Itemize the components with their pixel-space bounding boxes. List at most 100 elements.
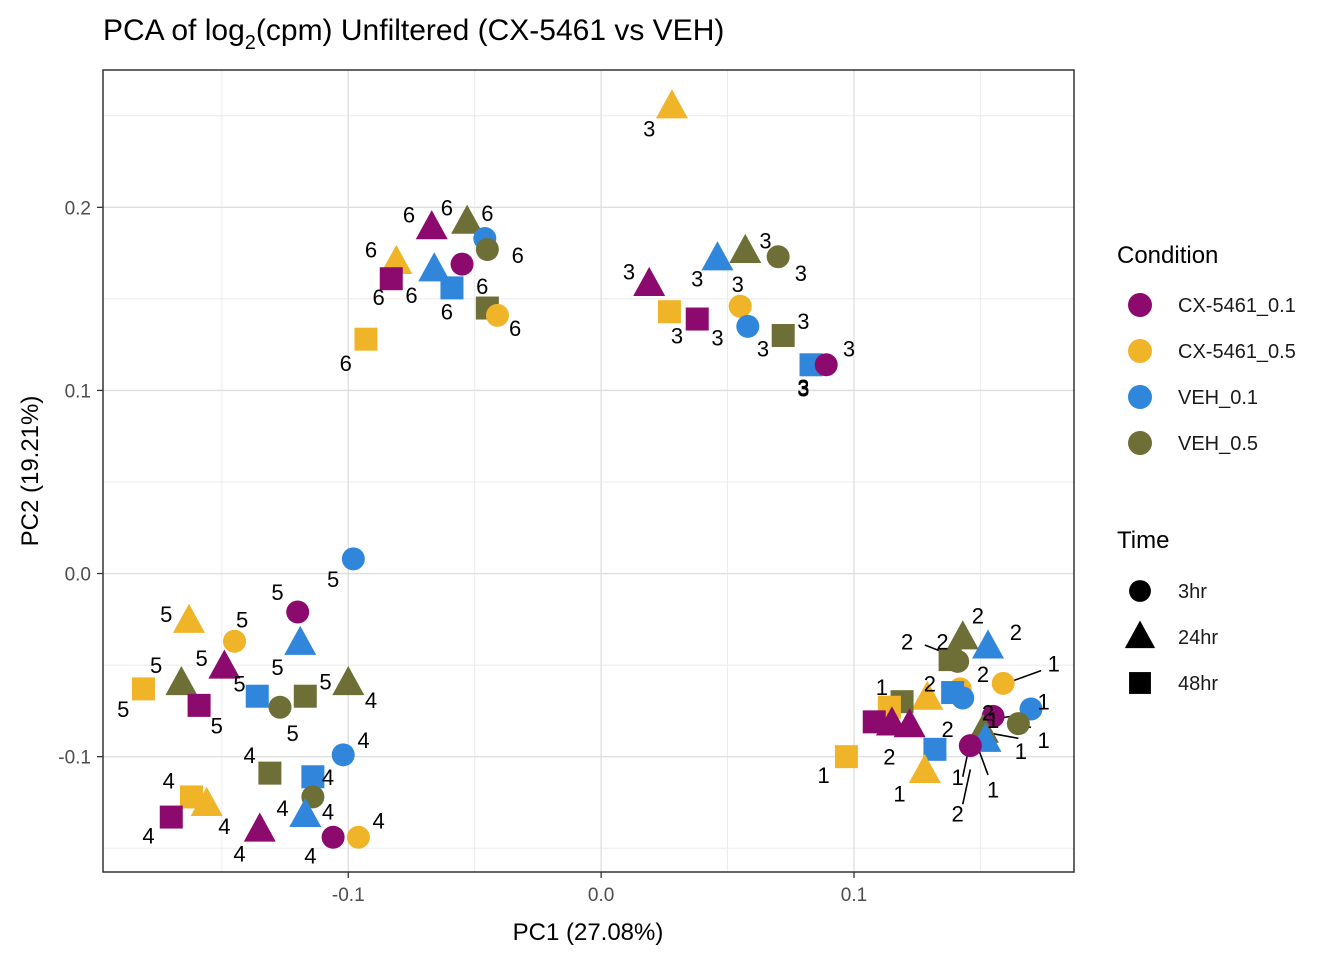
data-point: [440, 276, 464, 300]
point-label: 6: [441, 195, 453, 220]
data-point: [728, 294, 752, 318]
point-label: 1: [1038, 728, 1050, 753]
point-label: 4: [304, 844, 316, 869]
y-tick-label: 0.1: [65, 381, 91, 402]
point-label: 3: [843, 336, 855, 361]
data-point: [301, 765, 325, 789]
point-label: 2: [883, 745, 895, 770]
data-point: [1006, 712, 1030, 736]
data-point: [657, 300, 681, 324]
data-point: [222, 629, 246, 653]
data-point: [834, 745, 858, 769]
label-connector: [961, 752, 969, 777]
data-point: [685, 307, 709, 331]
legend-time-label: 48hr: [1178, 673, 1218, 695]
legend-condition-label: VEH_0.5: [1178, 433, 1258, 455]
data-point: [332, 666, 365, 696]
point-label: 2: [952, 801, 964, 826]
data-point: [346, 825, 370, 849]
legend-time-swatch: [1129, 580, 1151, 602]
point-label: 5: [287, 721, 299, 746]
data-point: [284, 625, 317, 655]
x-tick-label: 0.1: [841, 885, 867, 906]
point-label: 2: [901, 629, 913, 654]
point-label: 5: [211, 714, 223, 739]
data-point: [208, 649, 241, 679]
data-point: [187, 693, 211, 717]
data-point: [450, 252, 474, 276]
point-label: 5: [117, 697, 129, 722]
point-label: 4: [218, 814, 230, 839]
y-tick-label: 0.2: [65, 198, 91, 219]
data-point: [165, 666, 198, 696]
chart-title: PCA of log2(cpm) Unfiltered (CX-5461 vs …: [103, 14, 724, 54]
point-label: 1: [987, 778, 999, 803]
data-point: [951, 686, 975, 710]
point-label: 2: [977, 662, 989, 687]
data-point: [771, 324, 795, 348]
point-label: 6: [372, 285, 384, 310]
point-label: 3: [643, 117, 655, 142]
point-label: 5: [271, 655, 283, 680]
point-label: 3: [732, 272, 744, 297]
y-axis-title: PC2 (19.21%): [17, 396, 44, 547]
legend-time-label: 3hr: [1178, 581, 1207, 603]
legend-time-title: Time: [1117, 527, 1169, 554]
legend-conditions: CX-5461_0.1 CX-5461_0.5 VEH_0.1 VEH_0.5: [1128, 293, 1296, 455]
legend: Condition CX-5461_0.1 CX-5461_0.5 VEH_0.1 V…: [1117, 242, 1296, 695]
legend-condition-swatch: [1128, 431, 1152, 455]
point-label: 1: [987, 708, 999, 733]
point-label: 2: [941, 717, 953, 742]
y-axis-ticks: -0.1 0.0 0.1 0.2: [58, 198, 103, 769]
data-point: [958, 734, 982, 758]
data-point: [289, 797, 322, 827]
point-label: 1: [1048, 651, 1060, 676]
data-point: [633, 266, 666, 296]
data-point: [911, 680, 944, 710]
y-tick-label: -0.1: [58, 748, 91, 769]
point-label: 5: [271, 580, 283, 605]
x-axis-title: PC1 (27.08%): [513, 919, 664, 946]
y-tick-label: 0.0: [65, 565, 91, 586]
point-label: 1: [1038, 690, 1050, 715]
point-label: 5: [327, 567, 339, 592]
grid-major: [103, 70, 1074, 872]
data-point: [701, 241, 734, 271]
data-point: [451, 204, 484, 234]
x-tick-label: 0.0: [588, 885, 614, 906]
point-label: 1: [893, 781, 905, 806]
point-label: 3: [623, 259, 635, 284]
data-point: [946, 620, 979, 650]
point-label: 4: [163, 768, 175, 793]
data-point: [814, 353, 838, 377]
point-label: 6: [509, 316, 521, 341]
data-point: [131, 677, 155, 701]
data-point: [180, 785, 204, 809]
point-label: 1: [952, 765, 964, 790]
point-label: 3: [797, 309, 809, 334]
point-label: 4: [372, 809, 384, 834]
point-label: 6: [365, 237, 377, 262]
point-label: 4: [365, 688, 377, 713]
x-tick-label: -0.1: [332, 885, 365, 906]
point-label: 4: [357, 728, 369, 753]
data-point: [341, 547, 365, 571]
point-label: 6: [441, 300, 453, 325]
point-label: 3: [797, 375, 809, 400]
data-point: [190, 786, 223, 817]
data-point: [286, 600, 310, 624]
point-label: 3: [757, 336, 769, 361]
point-label: 4: [244, 743, 256, 768]
point-label: 5: [233, 671, 245, 696]
point-label: 3: [795, 261, 807, 286]
legend-condition-label: CX-5461_0.5: [1178, 341, 1296, 363]
plot-panel-border: [102, 69, 1075, 873]
data-point: [379, 267, 403, 291]
legend-condition-swatch: [1128, 339, 1152, 363]
point-label: 6: [405, 283, 417, 308]
data-points: [131, 89, 1043, 849]
point-label: 3: [759, 228, 771, 253]
point-label: 6: [340, 351, 352, 376]
legend-condition-swatch: [1128, 385, 1152, 409]
